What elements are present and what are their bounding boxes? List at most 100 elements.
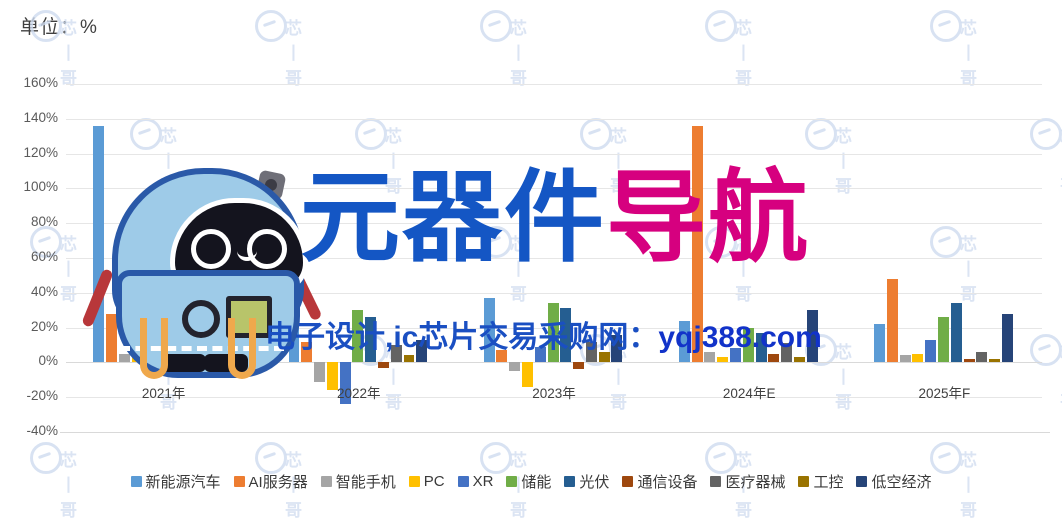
y-axis-tick-label: 40%	[30, 283, 58, 299]
legend-label: 储能	[521, 473, 552, 491]
x-axis-tick-label: 2023年	[532, 386, 576, 401]
legend-item-6[interactable]: 光伏	[564, 471, 609, 492]
y-axis-tick-label: 100%	[23, 179, 58, 195]
bar[interactable]	[585, 341, 597, 363]
bar[interactable]	[560, 308, 572, 363]
bar[interactable]	[950, 303, 962, 363]
bar[interactable]	[874, 324, 886, 363]
bar[interactable]	[522, 362, 534, 387]
watermark-logo-icon	[480, 10, 512, 42]
brand-text-secondary: 导航	[606, 162, 810, 274]
legend-item-2[interactable]: 智能手机	[320, 471, 396, 492]
bar[interactable]	[573, 362, 585, 370]
bar[interactable]	[678, 320, 690, 363]
bar[interactable]	[730, 348, 741, 363]
legend-item-1[interactable]: AI服务器	[233, 471, 308, 492]
y-axis-tick-label: 20%	[30, 318, 58, 334]
legend-swatch-icon	[320, 475, 332, 487]
bar[interactable]	[768, 353, 780, 363]
mascot-dashed-line	[120, 346, 284, 351]
legend-item-9[interactable]: 工控	[798, 471, 843, 492]
bar[interactable]	[509, 362, 521, 372]
bar[interactable]	[390, 345, 402, 363]
x-axis-labels: 2021年 2022年 2023年 2024年E 2025年F	[66, 382, 1042, 404]
watermark-text: 芯丨哥	[510, 19, 529, 88]
x-axis-tick-label: 2022年	[337, 386, 381, 401]
legend-label: 光伏	[579, 473, 610, 491]
bar[interactable]	[339, 362, 351, 405]
bar[interactable]	[496, 350, 508, 363]
gridline	[66, 118, 1042, 120]
bar[interactable]	[416, 339, 428, 363]
tagline-text: 电子设计,ic芯片交易采购网：	[265, 321, 659, 354]
legend-label: 新能源汽车	[145, 473, 221, 491]
y-axis-tick-label: 140%	[23, 109, 58, 125]
bar[interactable]	[326, 362, 338, 391]
legend-label: 智能手机	[335, 473, 396, 491]
tagline-url: yqj388.com	[658, 321, 822, 354]
bar[interactable]	[793, 357, 805, 363]
bar[interactable]	[781, 343, 793, 363]
x-axis-line	[60, 432, 1050, 433]
brand-text-primary: 元器件	[300, 162, 606, 274]
gridline	[66, 362, 1042, 364]
legend-item-7[interactable]: 通信设备	[622, 471, 697, 492]
bar[interactable]	[365, 317, 377, 363]
bar-group	[847, 84, 1042, 432]
gridline	[66, 153, 1042, 155]
bar[interactable]	[742, 327, 754, 363]
chart-legend: 新能源汽车 AI服务器 智能手机 PC XR 储能 光伏 通信设备 医疗器械 工控 低空经济	[0, 466, 1062, 496]
legend-swatch-icon	[856, 475, 868, 487]
mascot-arm-left	[81, 268, 114, 328]
legend-swatch-icon	[130, 475, 142, 487]
legend-item-0[interactable]: 新能源汽车	[130, 471, 221, 492]
legend-item-10[interactable]: 低空经济	[856, 471, 932, 492]
mascot-leg-left	[140, 318, 168, 379]
bar[interactable]	[93, 125, 105, 363]
bar[interactable]	[547, 303, 559, 363]
legend-swatch-icon	[710, 475, 722, 487]
bar[interactable]	[806, 310, 818, 363]
legend-label: XR	[472, 472, 494, 490]
bar[interactable]	[483, 298, 495, 363]
bar[interactable]	[886, 278, 898, 363]
legend-item-5[interactable]: 储能	[506, 471, 551, 492]
bar[interactable]	[598, 351, 610, 363]
bar[interactable]	[976, 351, 988, 363]
bar[interactable]	[938, 317, 949, 363]
bar[interactable]	[912, 353, 924, 363]
legend-swatch-icon	[798, 475, 810, 487]
robot-mascot-icon	[81, 150, 323, 379]
bar[interactable]	[755, 332, 767, 363]
bar[interactable]	[106, 313, 118, 363]
legend-item-3[interactable]: PC	[408, 473, 445, 490]
legend-swatch-icon	[622, 475, 634, 487]
watermark-text: 芯丨哥	[960, 19, 979, 88]
legend-swatch-icon	[506, 475, 518, 487]
bar[interactable]	[717, 357, 729, 363]
bar[interactable]	[989, 358, 1001, 363]
bar[interactable]	[691, 125, 703, 363]
bar[interactable]	[963, 358, 975, 363]
gridline	[66, 84, 1042, 85]
bar[interactable]	[352, 310, 364, 363]
bar[interactable]	[1001, 313, 1013, 363]
bar[interactable]	[899, 355, 911, 363]
legend-item-4[interactable]: XR	[457, 472, 494, 490]
bar[interactable]	[314, 362, 326, 382]
bar[interactable]	[704, 351, 716, 363]
bar[interactable]	[403, 355, 415, 363]
bar[interactable]	[534, 346, 546, 363]
bar[interactable]	[611, 334, 623, 363]
watermark-logo-icon	[255, 10, 287, 42]
bar[interactable]	[118, 353, 130, 363]
bar[interactable]	[925, 339, 937, 363]
gridline	[66, 188, 1042, 190]
bar[interactable]	[377, 362, 389, 368]
legend-swatch-icon	[233, 475, 245, 487]
legend-label: AI服务器	[248, 473, 308, 491]
bar[interactable]	[301, 341, 313, 363]
legend-item-8[interactable]: 医疗器械	[710, 471, 785, 492]
brand-watermark: 元器件导航	[300, 168, 810, 268]
gear-icon	[182, 300, 220, 338]
